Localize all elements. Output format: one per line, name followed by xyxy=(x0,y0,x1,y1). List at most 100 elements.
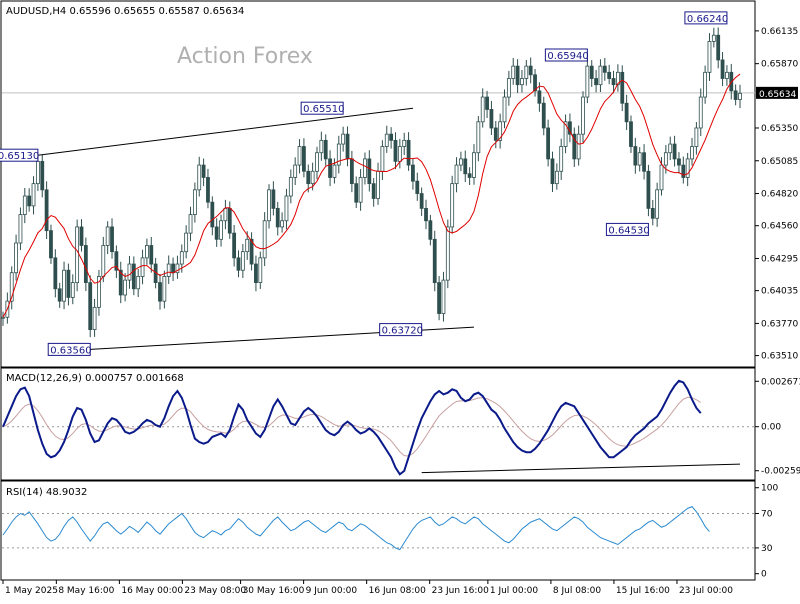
moving-average-line xyxy=(2,73,741,318)
price-annotation-box xyxy=(379,323,423,337)
main-panel-frame xyxy=(0,0,756,368)
candle-body xyxy=(258,257,263,283)
candle-body xyxy=(424,207,428,222)
main-y-tick-label: 0.64295 xyxy=(761,254,798,264)
candle-body xyxy=(293,164,298,178)
candle-body xyxy=(602,65,607,73)
candle-body xyxy=(101,245,106,277)
candle-body xyxy=(227,207,232,234)
candle-body xyxy=(559,146,564,172)
macd-panel-layer xyxy=(2,379,755,476)
x-axis-label: 16 May 00:00 xyxy=(121,586,183,596)
candle-body xyxy=(515,65,520,86)
candle-body xyxy=(345,133,350,160)
candle-body xyxy=(240,251,245,271)
candle-body xyxy=(97,276,101,308)
symbol-line: AUDUSD,H4 0.65596 0.65655 0.65587 0.6563… xyxy=(6,6,244,17)
candle-body xyxy=(31,183,36,207)
candle-body xyxy=(524,65,529,79)
candle-body xyxy=(127,263,132,281)
candle-body xyxy=(123,279,128,296)
price-annotation-label: 0.65510 xyxy=(303,104,344,115)
candle-body xyxy=(18,214,23,244)
candle-body xyxy=(458,158,463,166)
candle-body xyxy=(541,102,546,129)
candle-body xyxy=(297,146,302,166)
candle-body xyxy=(389,133,394,141)
candle-body xyxy=(280,220,285,228)
candle-body xyxy=(467,173,472,178)
candle-body xyxy=(454,164,459,185)
candle-body xyxy=(44,189,49,232)
candle-body xyxy=(184,232,189,253)
candle-body xyxy=(480,96,485,123)
candle-body xyxy=(354,183,359,203)
candle-body xyxy=(663,152,668,166)
axis-layer: 0.66135 0.65870 0.65350 0.65085 0.64820 0.645… xyxy=(2,27,800,596)
candle-body xyxy=(711,34,716,42)
rsi-y-tick-label: 30 xyxy=(761,544,773,554)
macd-y-tick-label: 0.002671 xyxy=(761,377,800,387)
candle-body xyxy=(162,276,167,302)
main-y-tick-label: 0.65350 xyxy=(761,124,798,134)
candle-body xyxy=(262,220,267,259)
main-y-tick-label: 0.65870 xyxy=(761,60,798,70)
candle-body xyxy=(445,226,450,281)
candle-body xyxy=(9,272,14,302)
main-y-tick-label: 0.63510 xyxy=(761,352,798,362)
candle-body xyxy=(463,158,468,175)
x-axis-label: 23 Jul 00:00 xyxy=(679,586,733,596)
main-panel-layer: 0.65130 0.65510 0.63560 0.63720 0.65940 0.645… xyxy=(0,11,755,356)
main-y-tick-label: 0.66135 xyxy=(761,27,798,37)
x-axis-label: 8 May 16:00 xyxy=(58,586,114,596)
price-annotation-box xyxy=(47,342,91,356)
candle-body xyxy=(197,164,202,191)
candle-body xyxy=(589,65,594,79)
candle-body xyxy=(576,133,581,160)
candle-body xyxy=(118,269,123,296)
current-price-tag xyxy=(756,86,798,99)
candle-body xyxy=(493,127,498,141)
candle-body xyxy=(520,78,524,86)
candle-body xyxy=(620,71,625,104)
candle-body xyxy=(131,263,136,290)
candle-body xyxy=(581,96,585,135)
x-axis-label: 9 Jun 00:00 xyxy=(306,586,358,596)
price-annotation-label: 0.65130 xyxy=(0,151,39,162)
x-axis-label: 23 May 08:00 xyxy=(184,586,246,596)
candle-body xyxy=(27,195,32,207)
candle-body xyxy=(659,164,664,191)
candle-body xyxy=(646,170,651,209)
candle-body xyxy=(511,65,516,79)
x-axis-label: 1 May 2025 xyxy=(5,586,58,596)
candle-body xyxy=(585,65,590,98)
price-annotation-label: 0.66240 xyxy=(687,14,728,25)
price-annotation-label: 0.65940 xyxy=(547,51,588,62)
candle-body xyxy=(315,152,319,172)
candle-body xyxy=(415,180,420,194)
price-annotation-box xyxy=(300,101,344,115)
price-annotation-label: 0.63560 xyxy=(50,345,91,356)
candle-body xyxy=(57,288,62,302)
candle-body xyxy=(166,263,171,277)
candle-body xyxy=(685,158,690,178)
candle-body xyxy=(83,245,88,283)
candle-body xyxy=(70,282,75,298)
candle-body xyxy=(384,133,389,147)
candle-body xyxy=(441,279,446,314)
candle-body xyxy=(690,146,694,160)
candle-body xyxy=(188,214,193,234)
candle-body xyxy=(419,193,424,209)
candle-body xyxy=(502,96,507,123)
x-axis-label: 15 Jul 16:00 xyxy=(616,586,670,596)
candle-body xyxy=(698,96,703,129)
candle-body xyxy=(703,71,708,98)
trendline xyxy=(37,107,413,156)
candle-body xyxy=(171,263,175,274)
candle-body xyxy=(437,282,441,314)
candle-body xyxy=(79,226,84,246)
candle-body xyxy=(642,152,646,172)
candle-body xyxy=(206,177,210,203)
candle-body xyxy=(53,257,58,290)
main-y-tick-label: 0.64560 xyxy=(761,222,798,232)
